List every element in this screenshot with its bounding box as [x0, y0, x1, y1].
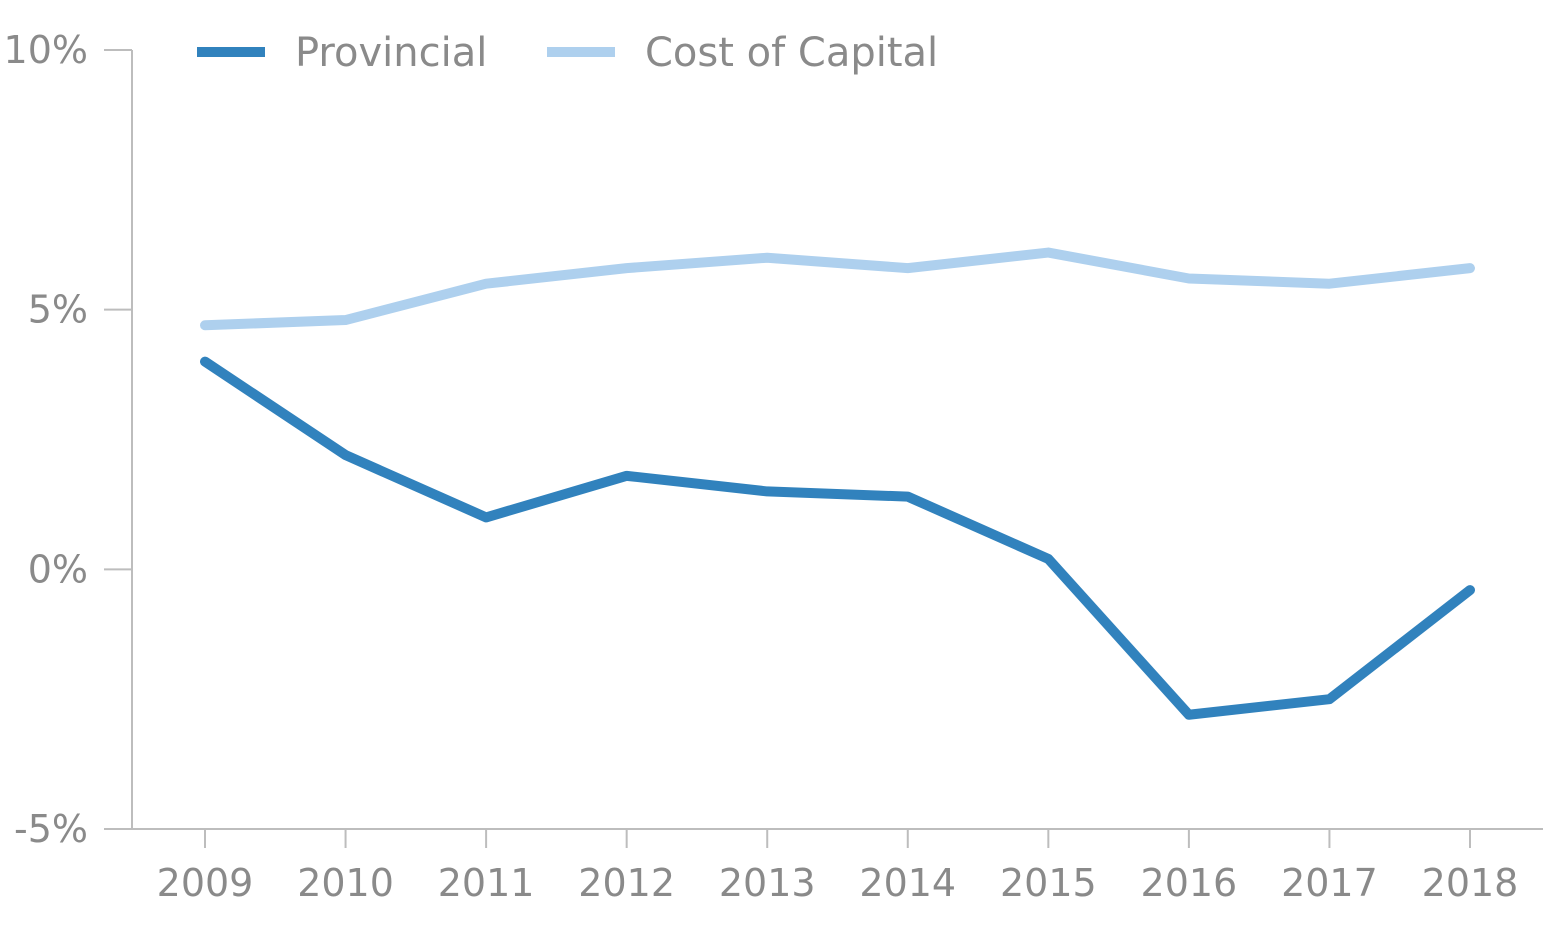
series-line-provincial — [200, 356, 1475, 720]
y-tick-label: 5% — [28, 288, 88, 332]
y-tick-label: -5% — [14, 807, 88, 851]
x-tick-label: 2018 — [1422, 861, 1519, 905]
x-tick-label: 2014 — [859, 861, 956, 905]
x-tick-label: 2011 — [438, 861, 535, 905]
x-tick-label: 2010 — [297, 861, 394, 905]
x-tick-label: 2013 — [719, 861, 816, 905]
x-tick-label: 2017 — [1281, 861, 1378, 905]
legend-label: Cost of Capital — [645, 30, 938, 76]
x-tick-label: 2009 — [157, 861, 254, 905]
legend-label: Provincial — [295, 30, 487, 76]
series-line-cost-of-capital — [200, 247, 1475, 331]
x-tick-label: 2015 — [1000, 861, 1097, 905]
y-tick-label: 10% — [4, 28, 88, 72]
y-tick-label: 0% — [28, 547, 88, 591]
x-tick-label: 2016 — [1141, 861, 1238, 905]
x-tick-label: 2012 — [578, 861, 675, 905]
